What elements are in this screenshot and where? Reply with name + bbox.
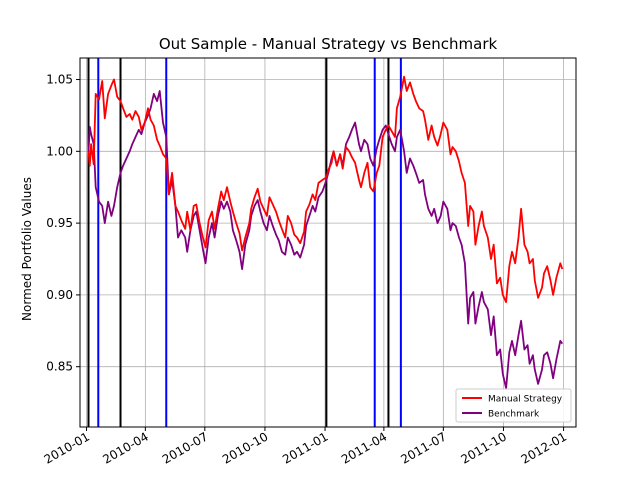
legend-label-manual-strategy: Manual Strategy <box>488 395 563 405</box>
y-axis-label: Normed Portfolio Values <box>20 177 34 321</box>
series-line-benchmark <box>87 90 564 390</box>
chart-title: Out Sample - Manual Strategy vs Benchmar… <box>159 35 498 53</box>
y-tick-label-3: 1.00 <box>46 144 73 158</box>
series-lines <box>87 75 564 390</box>
legend-label-benchmark: Benchmark <box>488 410 540 420</box>
legend: Manual Strategy Benchmark <box>455 388 572 423</box>
plot-frame <box>79 57 577 428</box>
y-tick-label-2: 0.95 <box>46 216 73 230</box>
y-axis-ticks: 0.85 0.90 0.95 1.00 1.05 <box>46 73 80 374</box>
legend-box <box>455 388 572 423</box>
signal-lines <box>87 58 402 427</box>
series-line-manual-strategy <box>87 75 564 304</box>
y-tick-label-4: 1.05 <box>46 73 73 87</box>
y-tick-label-1: 0.90 <box>46 288 73 302</box>
grid <box>80 58 576 427</box>
y-tick-label-0: 0.85 <box>46 360 73 374</box>
